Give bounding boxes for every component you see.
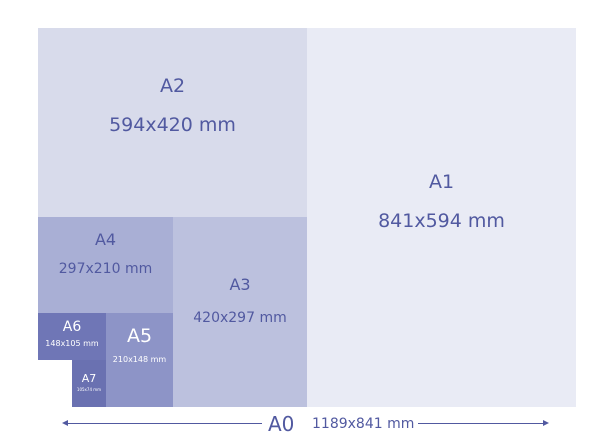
arrow-left-icon xyxy=(62,420,68,426)
sheet-a2: A2 594x420 mm xyxy=(38,28,307,217)
a5-name: A5 xyxy=(126,325,153,347)
sheet-a3: A3 420x297 mm xyxy=(173,217,307,407)
a0-name: A0 xyxy=(268,412,295,436)
a4-name: A4 xyxy=(94,230,117,249)
dimension-line-left xyxy=(66,423,262,424)
sheet-a4: A4 297x210 mm xyxy=(38,217,173,313)
a2-name: A2 xyxy=(159,75,186,97)
sheet-a7: A7 105x74 mm xyxy=(72,360,106,407)
a3-size: 420x297 mm xyxy=(193,310,287,326)
dimension-line-right xyxy=(418,423,544,424)
a7-name: A7 xyxy=(81,372,97,385)
a5-size: 210x148 mm xyxy=(112,355,167,364)
a1-size: 841x594 mm xyxy=(378,210,505,232)
a6-name: A6 xyxy=(62,319,82,335)
sheet-a5: A5 210x148 mm xyxy=(106,313,173,407)
empty-corner xyxy=(38,360,72,407)
a3-name: A3 xyxy=(229,275,251,294)
sheet-a1: A1 841x594 mm xyxy=(307,28,576,407)
a0-size: 1189x841 mm xyxy=(312,416,415,432)
a7-size: 105x74 mm xyxy=(76,387,102,392)
arrow-right-icon xyxy=(543,420,549,426)
a4-size: 297x210 mm xyxy=(58,261,153,277)
a1-name: A1 xyxy=(428,171,455,193)
a6-size: 148x105 mm xyxy=(45,339,99,348)
a0-dimension: A0 1189x841 mm xyxy=(0,412,612,436)
a2-size: 594x420 mm xyxy=(109,114,236,136)
sheet-a6: A6 148x105 mm xyxy=(38,313,106,360)
